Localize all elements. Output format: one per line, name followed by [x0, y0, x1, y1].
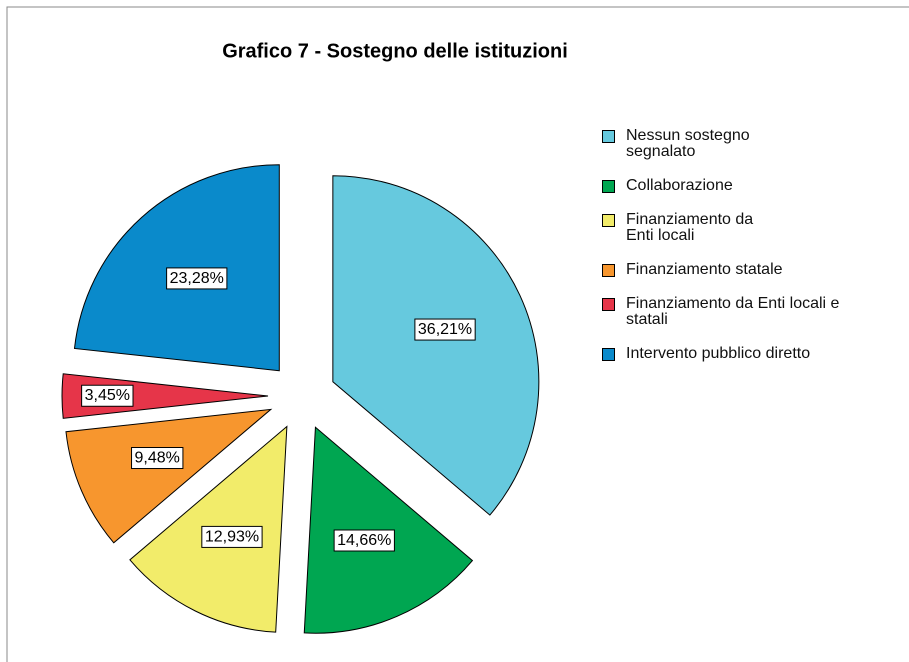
legend-swatch	[602, 214, 615, 227]
legend-item: Finanziamento da Enti locali	[602, 211, 756, 244]
legend-swatch	[602, 180, 615, 193]
pie-slice	[332, 175, 540, 516]
chart-title: Grafico 7 - Sostegno delle istituzioni	[222, 40, 568, 62]
value-label: 36,21%	[418, 321, 472, 338]
legend-label: Intervento pubblico diretto	[626, 345, 811, 362]
legend-label: Finanziamento da Enti locali e statali	[626, 295, 840, 328]
value-label: 12,93%	[205, 528, 259, 545]
value-label: 23,28%	[170, 270, 224, 287]
frame	[6, 6, 909, 662]
value-label: 9,48%	[135, 450, 180, 467]
legend-item: Finanziamento da Enti locali e statali	[602, 295, 876, 328]
legend-item: Intervento pubblico diretto	[602, 345, 876, 362]
legend-item: Nessun sostegno segnalato	[602, 127, 796, 160]
value-label: 14,66%	[337, 532, 391, 549]
pie-slice	[65, 408, 273, 544]
legend-item: Collaborazione	[602, 177, 876, 194]
legend-label: Nessun sostegno segnalato	[626, 127, 750, 160]
value-label-box	[414, 318, 476, 341]
value-label: 3,45%	[85, 387, 130, 404]
value-label-box	[201, 525, 263, 548]
legend-label: Collaborazione	[626, 177, 733, 194]
legend-swatch	[602, 298, 615, 311]
value-label-box	[333, 529, 395, 552]
legend-swatch	[602, 348, 615, 361]
legend-label: Finanziamento statale	[626, 261, 783, 278]
legend-swatch	[602, 130, 615, 143]
value-label-box	[131, 447, 184, 470]
legend-label: Finanziamento da Enti locali	[626, 211, 754, 244]
value-label-box	[166, 267, 228, 290]
legend-swatch	[602, 264, 615, 277]
value-label-box	[81, 384, 134, 407]
legend-item: Finanziamento statale	[602, 261, 876, 278]
